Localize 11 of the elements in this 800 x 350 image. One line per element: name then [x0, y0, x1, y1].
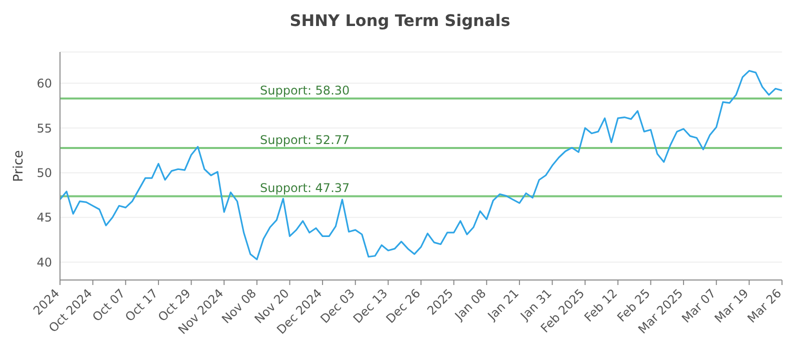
chart-title: SHNY Long Term Signals: [288, 10, 512, 32]
y-tick-label: 40: [36, 255, 52, 270]
line-series: [59, 70, 783, 260]
ref-line-label: Support: 58.30: [260, 83, 350, 98]
y-axis-title: Price: [12, 150, 27, 182]
ref-line-label: Support: 47.37: [260, 181, 350, 196]
y-tick-label: 60: [36, 76, 52, 91]
y-tick-label: 50: [36, 166, 52, 180]
ref-line-label: Support: 52.77: [260, 132, 350, 147]
y-tick-label: 55: [36, 121, 52, 136]
y-tick-label: 45: [36, 210, 52, 225]
